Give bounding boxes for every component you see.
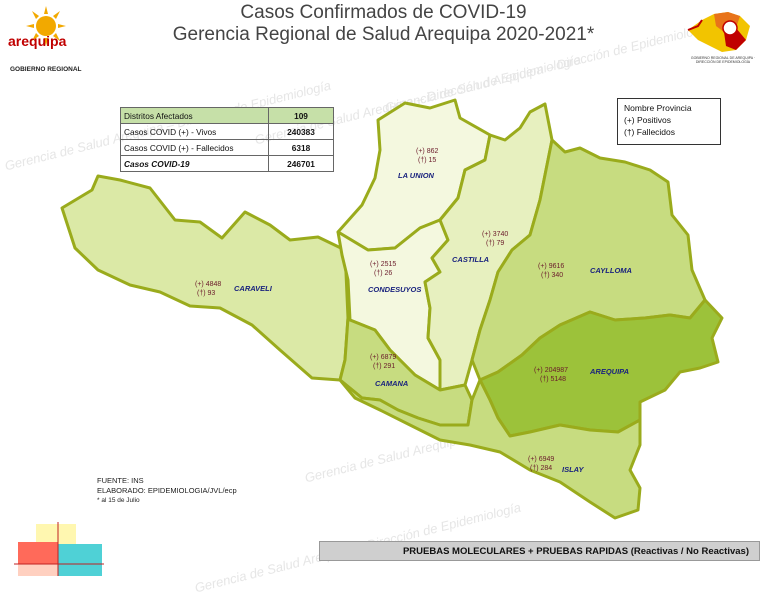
camana-positives: (+) 6879 [370,354,396,361]
arequipa-name: AREQUIPA [589,367,629,376]
province-labels: (+) 862 (†) 15 LA UNION (+) 4848 (†) 93 … [195,148,632,474]
sun-icon: arequipa [8,6,67,49]
logo-caption: GOBIERNO REGIONAL DE AREQUIPA · DIRECCIÓ… [690,56,756,64]
table-row: Distritos Afectados 109 [120,107,334,124]
corner-decoration [14,522,104,576]
source-notes: FUENTE: INS ELABORADO: EPIDEMIOLOGIA/JVL… [97,476,237,506]
tests-footer-bar: PRUEBAS MOLECULARES + PRUEBAS RAPIDAS (R… [319,541,760,561]
condesuyos-name: CONDESUYOS [368,285,421,294]
province-caraveli [60,174,350,382]
camana-name: CAMANA [375,379,408,388]
province-islay [338,378,642,520]
page-subtitle: Gerencia Regional de Salud Arequipa 2020… [172,24,595,45]
caraveli-deceased: (†) 93 [197,290,215,297]
row-label: Casos COVID (+) - Vivos [120,123,269,140]
castilla-deceased: (†) 79 [486,240,504,247]
islay-deceased: (†) 284 [530,465,552,472]
row-value: 246701 [268,155,334,172]
caylloma-positives: (+) 9616 [538,263,564,270]
camana-deceased: (†) 291 [373,363,395,370]
la-union-positives: (+) 862 [416,148,438,155]
legend-title: Nombre Provincia [624,103,692,113]
islay-positives: (+) 6949 [528,456,554,463]
row-value: 109 [268,107,334,124]
table-row: Casos COVID (+) - Vivos 240383 [120,123,334,140]
row-label: Casos COVID (+) - Fallecidos [120,139,269,156]
legend-deceased: (†) Fallecidos [624,127,676,137]
source-date-note: * al 15 de Julio [97,497,140,504]
page-title: Casos Confirmados de COVID-19 [240,2,527,23]
caylloma-name: CAYLLOMA [590,266,632,275]
condesuyos-positives: (+) 2515 [370,261,396,268]
islay-name: ISLAY [562,465,585,474]
logo-caption: GOBIERNO REGIONAL [10,66,82,73]
source-line: FUENTE: INS [97,476,144,485]
caraveli-positives: (+) 4848 [195,281,221,288]
summary-table: Distritos Afectados 109 Casos COVID (+) … [120,107,334,172]
caylloma-deceased: (†) 340 [541,272,563,279]
legend-positive: (+) Positivos [624,115,671,125]
la-union-name: LA UNION [398,171,435,180]
castilla-name: CASTILLA [452,255,489,264]
castilla-positives: (+) 3740 [482,231,508,238]
logo-wordmark: arequipa [8,33,67,49]
epidemiology-logo: GOBIERNO REGIONAL DE AREQUIPA · DIRECCIÓ… [684,6,756,68]
arequipa-positives: (+) 204987 [534,367,568,374]
caraveli-name: CARAVELI [234,284,273,293]
map-legend: Nombre Provincia (+) Positivos (†) Falle… [617,98,721,145]
arequipa-deceased: (†) 5148 [540,376,566,383]
arequipa-province-map: (+) 862 (†) 15 LA UNION (+) 4848 (†) 93 … [60,98,724,520]
source-line: ELABORADO: EPIDEMIOLOGIA/JVL/ecp [97,486,237,495]
row-value: 6318 [268,139,334,156]
row-label: Distritos Afectados [120,107,269,124]
table-row: Casos COVID (+) - Fallecidos 6318 [120,139,334,156]
row-value: 240383 [268,123,334,140]
row-label: Casos COVID-19 [120,155,269,172]
condesuyos-deceased: (†) 26 [374,270,392,277]
regional-government-logo: arequipa GOBIERNO REGIONAL [6,6,90,76]
la-union-deceased: (†) 15 [418,157,436,164]
table-row-total: Casos COVID-19 246701 [120,155,334,172]
region-emblem-icon [687,12,750,52]
